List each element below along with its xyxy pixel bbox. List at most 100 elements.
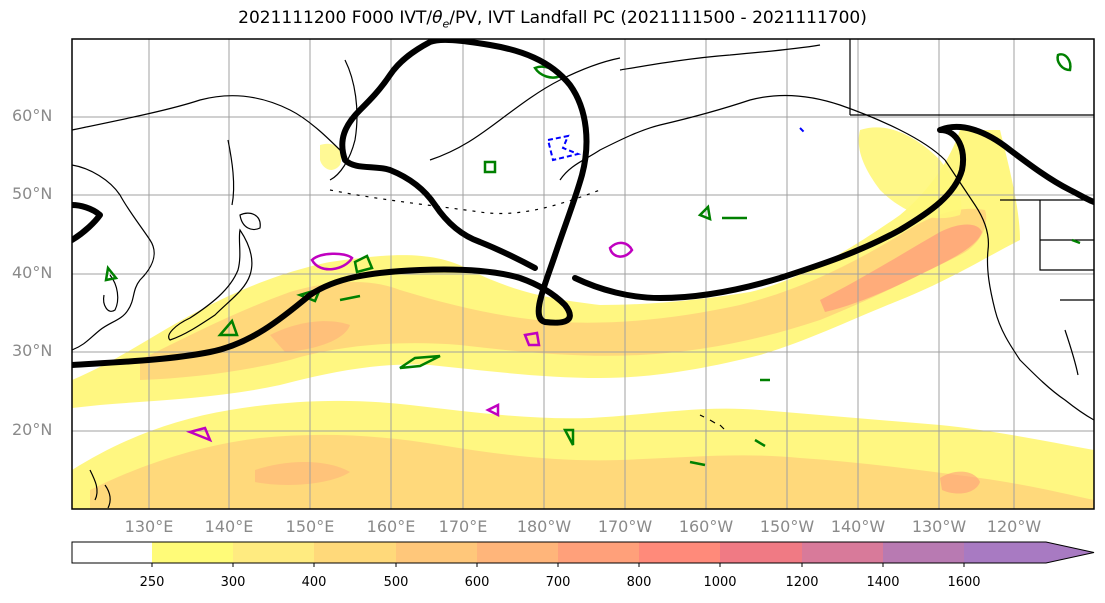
coast-hokkaido [239, 212, 261, 231]
state-lines [1039, 200, 1094, 271]
green-contour [562, 428, 575, 446]
colorbar-segment [558, 542, 640, 563]
colorbar-segment [396, 542, 478, 563]
colorbar-label: 500 [383, 575, 409, 590]
pc-contour-west [72, 202, 103, 243]
pv-contours [186, 241, 634, 443]
ivt-river-mid [140, 208, 987, 380]
coast-philippines [89, 469, 111, 509]
colorbar-segment [639, 542, 721, 563]
lon-label-130w: 130°W [911, 517, 967, 536]
colorbar [71, 541, 1095, 567]
colorbar-segment [883, 542, 965, 563]
map-area [72, 39, 1094, 509]
lon-label-140w: 140°W [830, 517, 886, 536]
pv-contour [485, 402, 500, 418]
lon-label-130e: 130°E [124, 517, 174, 536]
lon-label-170w: 170°W [597, 517, 653, 536]
colorbar-label: 1400 [866, 575, 900, 590]
ivt-south-high [940, 471, 980, 494]
title-subscript: e [442, 17, 450, 31]
lon-label-150e: 150°E [285, 517, 335, 536]
coast-hawaii [699, 414, 725, 430]
title-theta: θ [432, 8, 443, 28]
colorbar-label: 1200 [785, 575, 819, 590]
colorbar-label: 300 [220, 575, 246, 590]
lon-label-150w: 150°W [759, 517, 815, 536]
coast-okhotsk [72, 95, 346, 156]
green-contour [217, 318, 239, 337]
green-contour [697, 204, 712, 221]
lon-label-140e: 140°E [204, 517, 254, 536]
lon-label-170e: 170°E [438, 517, 488, 536]
coast-alaska-west [429, 57, 621, 161]
lon-label-180w: 180°W [516, 517, 572, 536]
colorbar-label: 700 [545, 575, 571, 590]
colorbar-segment [72, 542, 154, 563]
blue-contour [546, 134, 582, 162]
colorbar-label: 600 [464, 575, 490, 590]
colorbar-label: 1000 [703, 575, 737, 590]
lon-label-120w: 120°W [986, 517, 1042, 536]
coastlines [72, 39, 1094, 509]
lon-label-160w: 160°W [678, 517, 734, 536]
coast-japan [168, 228, 253, 341]
lon-label-160e: 160°E [366, 517, 416, 536]
ivt-south-mid [90, 434, 1094, 509]
colorbar-label: 400 [301, 575, 327, 590]
lat-label-60n: 60°N [12, 106, 53, 125]
colorbar-extension [964, 542, 1094, 563]
coast-asia [72, 164, 155, 351]
green-contour [339, 294, 361, 302]
colorbar-label: 250 [139, 575, 165, 590]
map-title: 2021111200 F000 IVT/θe/PV, IVT Landfall … [0, 8, 1105, 30]
coast-kamchatka [329, 59, 358, 181]
coast-aleutians [329, 189, 601, 215]
colorbar-label: 800 [626, 575, 652, 590]
colorbar-segment [477, 542, 559, 563]
coast-na-north [849, 39, 1094, 116]
colorbar-outline [71, 541, 1095, 564]
blue-contour [799, 127, 805, 133]
green-contour [754, 438, 766, 448]
green-contour [689, 460, 706, 467]
lat-label-20n: 20°N [12, 420, 53, 439]
coast-alaska [559, 94, 946, 181]
negative-contours [546, 127, 805, 162]
title-prefix: 2021111200 F000 IVT/ [238, 8, 433, 28]
coast-na-west [944, 159, 1094, 421]
landfall-pc-line [72, 39, 1094, 368]
lat-label-50n: 50°N [12, 184, 53, 203]
ivt-river-high [820, 224, 982, 312]
pv-contour [608, 241, 634, 258]
green-contour [399, 354, 441, 370]
graticule [72, 39, 1094, 509]
lat-label-40n: 40°N [12, 263, 53, 282]
colorbar-segment [314, 542, 397, 563]
title-suffix: /PV, IVT Landfall PC (2021111500 - 20211… [449, 8, 867, 28]
map-frame [71, 38, 1095, 510]
pv-contour [310, 252, 354, 271]
coast-alaska-north [619, 44, 821, 71]
coast-sakhalin [227, 139, 235, 206]
green-contour [1071, 238, 1081, 245]
pv-contour [186, 426, 213, 443]
colorbar-ticks [151, 563, 965, 567]
green-contour [353, 254, 374, 274]
pc-contour-main [72, 39, 590, 368]
colorbar-label: 1600 [947, 575, 981, 590]
green-contour [104, 265, 119, 282]
green-contour [1056, 53, 1072, 72]
ivt-south-high-2 [255, 461, 350, 485]
colorbar-segment [802, 542, 884, 563]
ivt-kamchatka [320, 143, 342, 170]
pc-contour-east [572, 123, 1094, 301]
colorbar-segment [152, 542, 234, 563]
coast-mexico [1064, 329, 1079, 376]
lat-label-30n: 30°N [12, 341, 53, 360]
coast-korea [103, 274, 119, 312]
pv-contour [523, 331, 541, 347]
colorbar-segment [720, 542, 803, 563]
green-contour [483, 160, 497, 174]
